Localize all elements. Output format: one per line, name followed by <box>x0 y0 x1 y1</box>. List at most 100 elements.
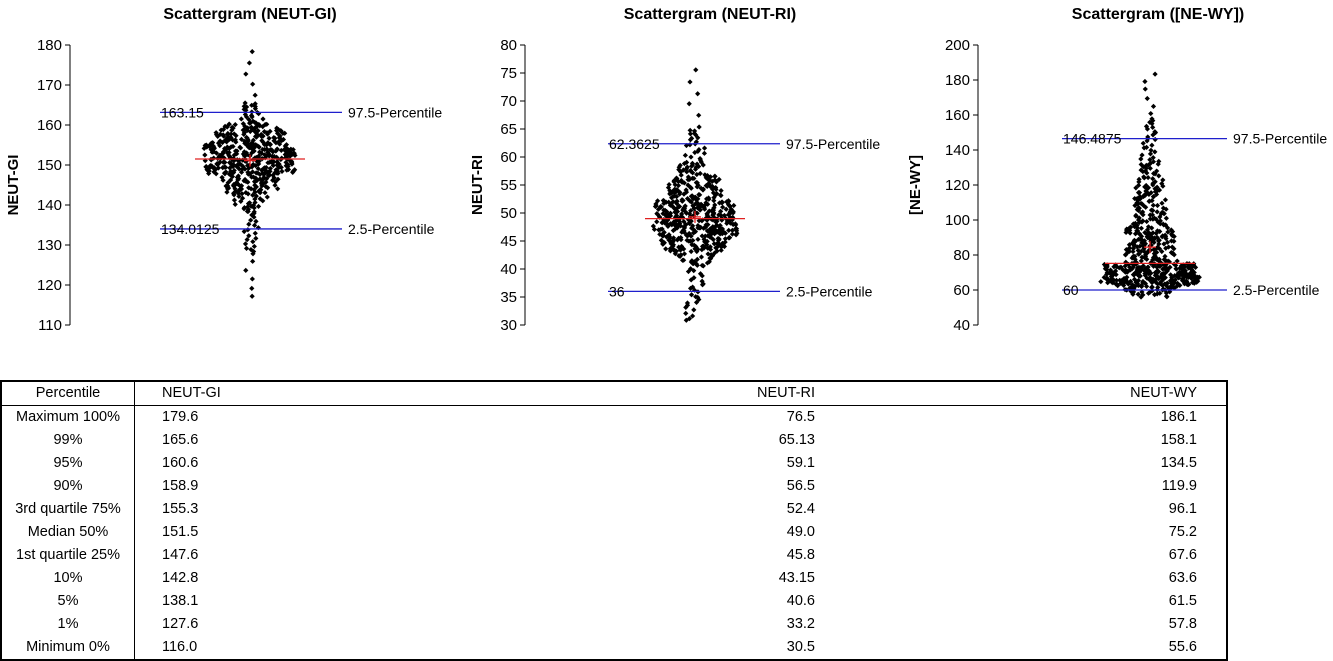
table-row: 10% 142.8 43.15 63.6 <box>2 567 1226 590</box>
data-point <box>680 167 686 173</box>
chart-title: Scattergram ([NE-WY]) <box>1072 6 1244 23</box>
data-point <box>1164 294 1170 300</box>
data-point <box>1142 280 1148 287</box>
data-point <box>1154 202 1161 209</box>
data-point <box>1146 198 1152 204</box>
data-point <box>666 181 672 188</box>
data-point <box>1135 277 1142 284</box>
data-point <box>1160 221 1166 227</box>
data-point <box>250 137 256 143</box>
row-percentile: Maximum 100% <box>2 406 135 429</box>
data-point <box>1171 246 1177 252</box>
data-point <box>249 276 255 282</box>
row-neut-gi: 158.9 <box>162 478 199 494</box>
data-point <box>658 203 664 210</box>
data-point <box>1102 266 1108 272</box>
table-row: Median 50% 151.5 49.0 75.2 <box>2 521 1226 544</box>
row-percentile: 10% <box>2 567 135 590</box>
data-point <box>245 169 251 175</box>
data-point <box>693 243 699 250</box>
data-point <box>661 229 667 235</box>
data-point <box>283 142 290 148</box>
data-point <box>687 79 693 85</box>
data-point <box>1156 173 1162 179</box>
percentile-value-label: 60 <box>1063 282 1079 298</box>
data-point <box>670 203 676 210</box>
data-point <box>1156 256 1162 262</box>
data-point <box>654 211 660 217</box>
data-point <box>1164 239 1171 245</box>
data-point <box>1151 239 1157 246</box>
row-percentile: 1st quartile 25% <box>2 544 135 567</box>
data-point <box>243 134 250 141</box>
row-percentile: 1% <box>2 613 135 636</box>
row-neut-wy: 55.6 <box>1168 639 1197 655</box>
data-point <box>1160 205 1167 211</box>
data-point <box>266 135 272 141</box>
data-point <box>239 191 245 197</box>
data-point <box>290 146 296 153</box>
data-point <box>688 218 694 224</box>
data-point <box>711 241 717 247</box>
data-point <box>697 271 704 277</box>
data-point <box>210 140 216 146</box>
data-point <box>228 144 234 150</box>
table-row: Maximum 100% 179.6 76.5 186.1 <box>2 406 1226 429</box>
data-point <box>660 210 666 217</box>
data-point <box>679 257 686 263</box>
data-point <box>1149 234 1155 241</box>
data-point <box>272 182 278 188</box>
data-point <box>260 116 266 122</box>
data-point <box>673 175 680 181</box>
data-point <box>1173 262 1179 269</box>
data-point <box>1146 247 1152 254</box>
data-point <box>679 197 685 203</box>
percentile-name-label: 97.5-Percentile <box>348 104 442 120</box>
data-point <box>244 237 250 243</box>
data-point <box>269 158 275 164</box>
data-point <box>688 233 694 239</box>
data-point <box>228 134 234 141</box>
data-point <box>650 223 656 229</box>
data-point <box>285 146 291 153</box>
y-tick-label: 180 <box>945 72 970 89</box>
data-point <box>203 163 209 170</box>
data-point <box>678 235 684 241</box>
data-point <box>261 174 267 180</box>
data-point <box>1148 190 1154 196</box>
y-tick-label: 75 <box>500 65 517 82</box>
data-point <box>1125 248 1131 254</box>
data-point <box>1150 202 1156 208</box>
data-point <box>662 207 668 214</box>
data-point <box>1125 281 1131 287</box>
data-point <box>1124 274 1130 280</box>
data-point <box>701 145 708 151</box>
data-point <box>250 251 256 257</box>
data-point <box>1161 256 1167 263</box>
data-point <box>1151 170 1157 177</box>
data-point <box>1143 188 1149 194</box>
data-point <box>253 218 259 224</box>
data-point <box>702 233 708 239</box>
data-point <box>1168 249 1174 256</box>
data-point <box>267 128 273 135</box>
data-point <box>1152 136 1158 143</box>
row-neut-wy: 63.6 <box>1168 570 1197 586</box>
data-point <box>696 296 702 303</box>
data-point <box>1142 265 1149 272</box>
data-point <box>241 149 247 155</box>
percentile-name-label: 2.5-Percentile <box>1233 282 1320 298</box>
data-point <box>651 226 658 232</box>
data-point <box>727 235 733 241</box>
data-point <box>1136 176 1142 183</box>
data-point <box>688 266 694 272</box>
data-point <box>1131 237 1137 243</box>
data-point <box>1129 255 1135 261</box>
data-point <box>698 185 704 191</box>
percentile-name-label: 2.5-Percentile <box>348 221 435 237</box>
data-point <box>689 160 696 166</box>
data-point <box>721 212 728 219</box>
data-point <box>1122 267 1129 273</box>
percentile-value-label: 146.4875 <box>1063 131 1122 147</box>
row-neut-ri: 30.5 <box>786 639 815 655</box>
